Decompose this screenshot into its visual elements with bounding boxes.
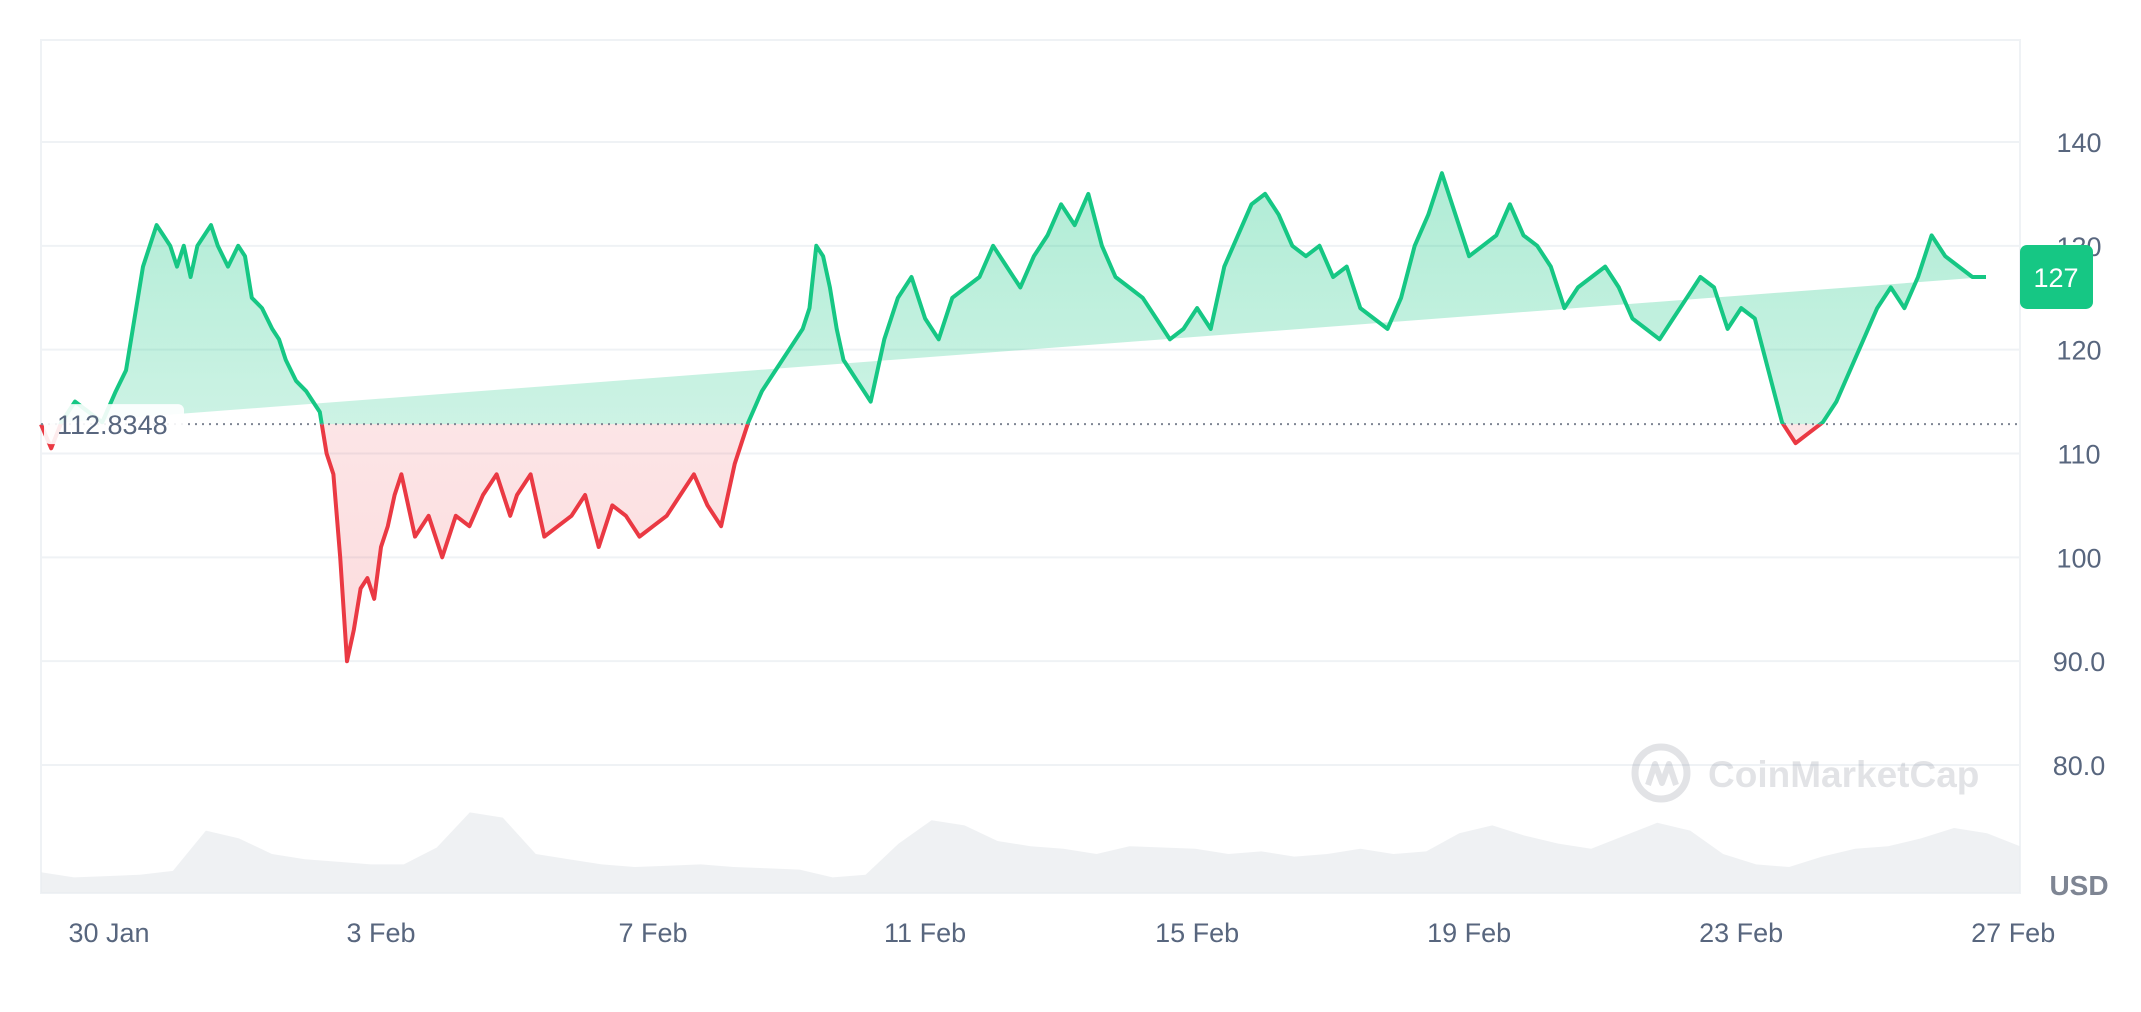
y-tick-label: 120 [2056, 336, 2101, 366]
x-tick-label: 19 Feb [1427, 918, 1511, 948]
current-price-badge: 127 [2020, 244, 2093, 309]
area-above-baseline [45, 173, 1986, 425]
price-line-above [41, 171, 1986, 425]
x-tick-label: 27 Feb [1971, 918, 2055, 948]
baseline-value: 112.8348 [57, 410, 168, 440]
x-tick-label: 30 Jan [68, 918, 149, 948]
x-tick-label: 23 Feb [1699, 918, 1783, 948]
price-area-fills [41, 173, 1986, 662]
price-lines [39, 171, 1986, 664]
x-tick-label: 15 Feb [1155, 918, 1239, 948]
watermark-text: CoinMarketCap [1708, 754, 1979, 795]
x-tick-label: 3 Feb [347, 918, 416, 948]
volume-area-shape [41, 812, 2020, 893]
currency-label: USD [2049, 870, 2108, 901]
y-tick-label: 80.0 [2053, 751, 2106, 781]
y-tick-label: 90.0 [2053, 647, 2106, 677]
y-axis-labels: 80.090.0100110120130140 [2053, 128, 2106, 781]
area-below-baseline [41, 424, 1821, 662]
coinmarketcap-watermark: CoinMarketCap [1631, 743, 1979, 803]
y-tick-label: 140 [2056, 128, 2101, 158]
x-tick-label: 7 Feb [619, 918, 688, 948]
x-tick-label: 11 Feb [884, 918, 966, 948]
coinmarketcap-logo-icon [1631, 743, 1691, 803]
baseline-label: 112.8348 [44, 404, 184, 445]
y-tick-label: 100 [2056, 543, 2101, 573]
volume-area [41, 812, 2020, 893]
x-axis-labels: 30 Jan 3 Feb 7 Feb 11 Feb 15 Feb 19 Feb 23 Feb… [68, 918, 2055, 948]
y-tick-label: 110 [2057, 440, 2100, 470]
current-price-value: 127 [2033, 263, 2078, 293]
